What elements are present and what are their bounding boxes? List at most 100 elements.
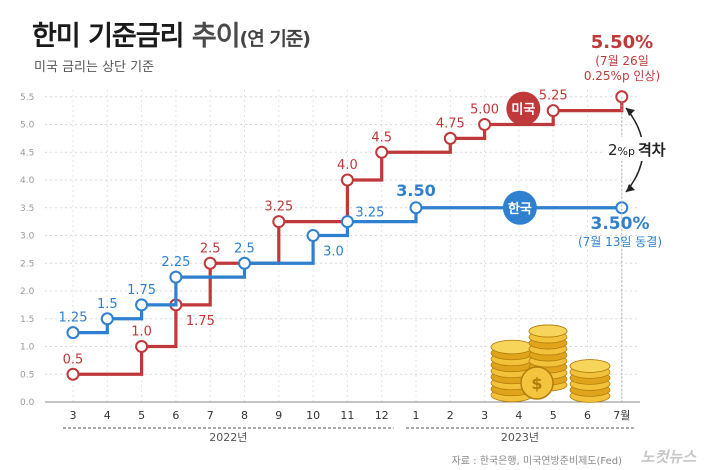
us-label-1: 1.0 — [131, 325, 152, 340]
xtick-16: 7월 — [613, 409, 630, 422]
us-marker-7 — [443, 131, 457, 145]
badge-1-circle — [502, 190, 537, 225]
ytick-0.0: 0.0 — [20, 398, 35, 408]
us-label-4: 3.25 — [264, 200, 293, 215]
brand-logo: 노컷뉴스 — [640, 448, 696, 466]
us-label-9: 5.25 — [539, 89, 568, 104]
kr-final-value: 3.50% — [591, 214, 650, 234]
xtick-13: 4 — [515, 409, 522, 422]
subtitle: 미국 금리는 상단 기준 — [34, 60, 155, 75]
kr-marker-4 — [238, 256, 251, 270]
xtick-14: 5 — [550, 409, 557, 422]
us-label-6: 4.5 — [371, 130, 392, 145]
kr-label-0: 1.25 — [59, 311, 88, 326]
dollar-coin-sign: $ — [531, 374, 542, 393]
kr-label-4: 2.5 — [234, 241, 255, 256]
xtick-9: 12 — [375, 409, 389, 422]
stack1-top — [490, 339, 534, 355]
kr-marker-7 — [409, 201, 423, 215]
xtick-15: 6 — [584, 409, 591, 422]
kr-marker-3 — [169, 270, 183, 284]
kr-marker-8 — [615, 201, 629, 215]
gap-unit: %p — [618, 145, 635, 158]
us-label-7: 4.75 — [436, 116, 465, 131]
kr-label-6: 3.25 — [355, 206, 384, 221]
kr-label-3: 2.25 — [161, 255, 190, 270]
xtick-5: 8 — [241, 409, 248, 422]
kr-marker-1 — [100, 312, 114, 326]
ytick-1.5: 1.5 — [20, 315, 34, 325]
stack3-top — [569, 359, 611, 373]
badge-1-label: 한국 — [508, 201, 532, 217]
xtick-1: 4 — [104, 409, 111, 422]
badge-0-label: 미국 — [511, 102, 535, 118]
ytick-0.5: 0.5 — [20, 370, 34, 380]
year-label-1: 2023년 — [501, 431, 539, 444]
ytick-5.5: 5.5 — [20, 93, 34, 103]
xtick-10: 1 — [413, 409, 420, 422]
kr-final-note: (7월 13일 동결) — [578, 235, 662, 249]
us-marker-1 — [135, 340, 149, 353]
badge-0-circle — [506, 91, 541, 126]
kr-label-1: 1.5 — [97, 297, 118, 312]
xtick-11: 2 — [447, 409, 454, 422]
xtick-8: 11 — [340, 409, 354, 422]
us-marker-5 — [340, 173, 354, 187]
xtick-6: 9 — [275, 409, 282, 422]
gap-word: 격차 — [638, 141, 666, 159]
title-paren: (연 기준) — [239, 28, 311, 50]
kr-marker-0 — [66, 326, 80, 340]
us-marker-0 — [66, 367, 80, 381]
gap-arrow-head-bottom — [626, 184, 635, 192]
ytick-5.0: 5.0 — [20, 121, 35, 131]
us-marker-3 — [203, 256, 217, 270]
ytick-3.5: 3.5 — [20, 204, 34, 214]
gap-value: 2 — [608, 141, 618, 159]
gap-arrow-head-top — [626, 108, 635, 116]
page-title: 한미 기준금리 추이(연 기준) — [32, 14, 311, 53]
gold-coins-illustration: $ — [490, 324, 611, 403]
us-final-value: 5.50% — [591, 32, 653, 53]
xtick-0: 3 — [70, 409, 77, 422]
ytick-2.5: 2.5 — [20, 259, 34, 269]
us-marker-8 — [478, 118, 492, 131]
source-note: 자료 : 한국은행, 미국연방준비제도(Fed) — [451, 456, 622, 467]
gap-label: 2%p 격차 — [608, 141, 666, 159]
us-label-8: 5.00 — [470, 103, 499, 118]
us-label-5: 4.0 — [337, 158, 358, 173]
xtick-3: 6 — [172, 409, 179, 422]
title-main: 한미 기준금리 — [32, 21, 184, 52]
xtick-7: 10 — [306, 409, 320, 422]
xtick-4: 7 — [207, 409, 214, 422]
kr-label-2: 1.75 — [127, 283, 156, 298]
us-marker-4 — [272, 215, 286, 229]
dollar-coin — [520, 366, 554, 400]
us-label-2: 1.75 — [186, 314, 215, 329]
ytick-3.0: 3.0 — [20, 232, 35, 242]
us-marker-6 — [375, 145, 389, 159]
us-label-0: 0.5 — [63, 352, 84, 367]
us-label-3: 2.5 — [200, 241, 221, 256]
kr-marker-2 — [135, 298, 149, 312]
us-final-note1: (7월 26일 — [595, 54, 648, 68]
title-second: 추이 — [183, 21, 241, 52]
kr-label-5: 3.0 — [323, 245, 344, 260]
kr-marker-5 — [306, 229, 320, 242]
series-kr: 1.25 1.5 1.75 2.25 2.5 3.0 3.25 3.50 한국 — [59, 181, 629, 340]
gap-label-bg — [604, 137, 684, 161]
ytick-4.5: 4.5 — [20, 148, 34, 158]
series-us: 0.5 1.0 1.75 2.5 3.25 4.0 4.5 4.75 5.00 5.25 미국 — [63, 89, 629, 381]
ytick-1.0: 1.0 — [20, 343, 35, 353]
stack2-top — [528, 324, 568, 338]
ytick-2.0: 2.0 — [20, 287, 35, 297]
kr-label-7: 3.50 — [396, 181, 435, 200]
year-label-0: 2022년 — [209, 431, 247, 444]
kr-marker-6 — [340, 215, 354, 229]
xtick-12: 3 — [481, 409, 488, 422]
ytick-4.0: 4.0 — [20, 176, 35, 186]
us-marker-9 — [546, 104, 560, 118]
